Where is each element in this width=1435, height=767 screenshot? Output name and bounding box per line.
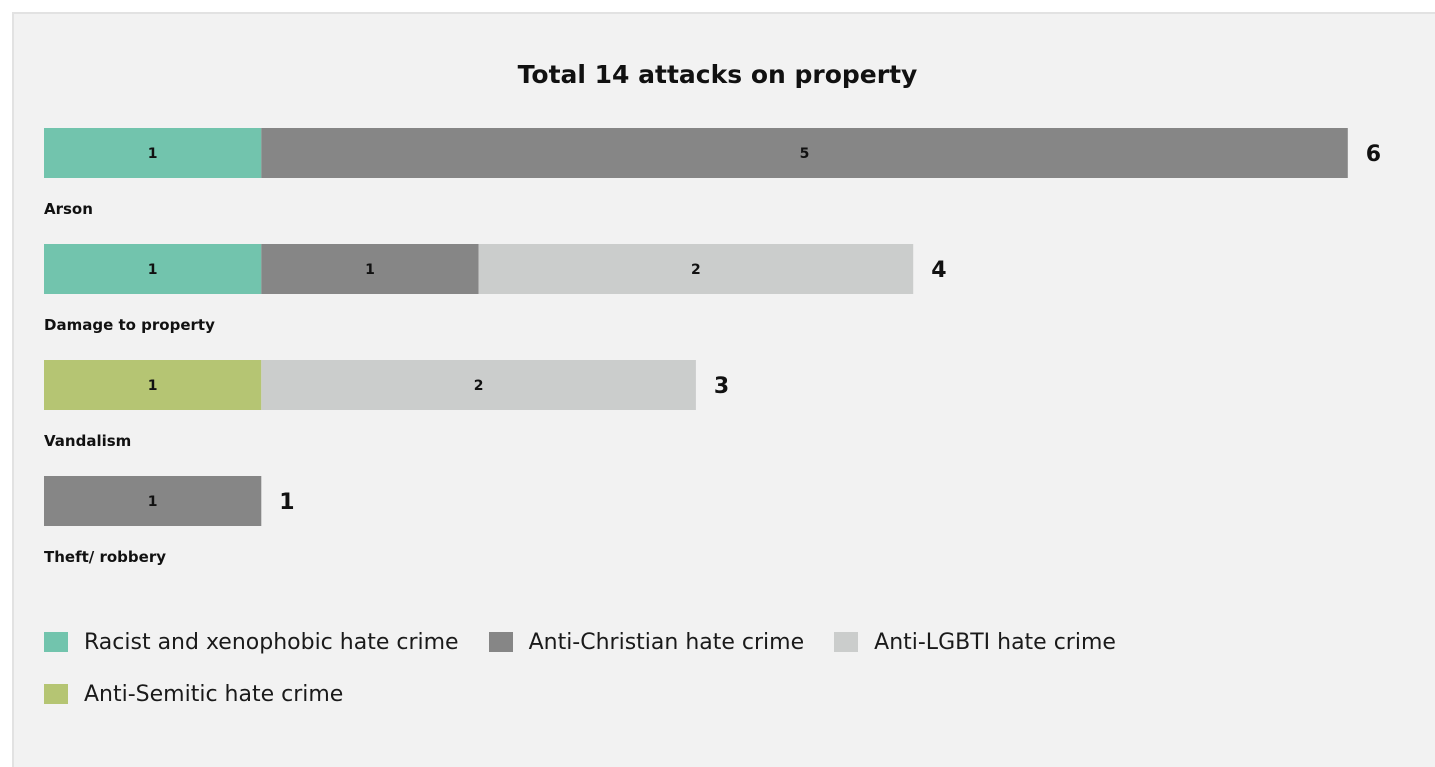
data-label: 2 [474, 378, 484, 394]
data-label: 1 [365, 262, 375, 278]
legend-item-anti-lgbti-hate-crime: Anti-LGBTI hate crime [834, 624, 1116, 660]
chart-title: Total 14 attacks on property [517, 60, 918, 89]
bar-segment-vandalism-anti-semitic-hate-crime [44, 360, 262, 410]
category-label: Theft/ robbery [44, 548, 166, 566]
category-label: Damage to property [44, 316, 215, 334]
bar-segment-theft-robbery-anti-christian-hate-crime [44, 476, 262, 526]
total-label: 3 [714, 374, 729, 399]
category-label: Vandalism [44, 432, 131, 450]
chart-legend: Racist and xenophobic hate crime Anti-Chr… [44, 624, 1244, 712]
data-label: 5 [800, 146, 810, 162]
bar-segment-damage-to-property-anti-christian-hate-crime [261, 244, 479, 294]
total-label: 6 [1366, 142, 1381, 167]
category-label: Arson [44, 200, 93, 218]
legend-swatch [488, 632, 513, 652]
data-label: 1 [148, 494, 158, 510]
data-label: 1 [148, 262, 158, 278]
legend-item-racist-and-xenophobic-hate-crime: Racist and xenophobic hate crime [44, 624, 459, 660]
legend-swatch [44, 684, 68, 704]
legend-swatch [44, 632, 68, 652]
bar-segment-arson-racist-and-xenophobic-hate-crime [44, 128, 262, 178]
legend-label: Anti-Semitic hate crime [84, 681, 344, 707]
total-label: 4 [931, 258, 946, 283]
legend-label: Anti-Christian hate crime [528, 629, 805, 655]
bar-segment-arson-anti-christian-hate-crime [261, 128, 1348, 178]
legend-item-anti-semitic-hate-crime: Anti-Semitic hate crime [44, 676, 343, 712]
data-label: 2 [691, 262, 701, 278]
data-label: 1 [148, 378, 158, 394]
data-label: 1 [148, 146, 158, 162]
legend-label: Racist and xenophobic hate crime [84, 629, 459, 655]
legend-label: Anti-LGBTI hate crime [874, 629, 1116, 655]
bar-segment-vandalism-anti-lgbti-hate-crime [261, 360, 696, 410]
legend-swatch [834, 632, 859, 652]
bar-segment-damage-to-property-anti-lgbti-hate-crime [478, 244, 914, 294]
legend-item-anti-christian-hate-crime: Anti-Christian hate crime [488, 624, 805, 660]
total-label: 1 [279, 490, 294, 515]
bar-chart: 1 5 6 Arson 1 1 2 4 Damage to property 1 2 3 Vandali… [44, 128, 1381, 566]
bar-segment-damage-to-property-racist-and-xenophobic-hate-crime [44, 244, 262, 294]
